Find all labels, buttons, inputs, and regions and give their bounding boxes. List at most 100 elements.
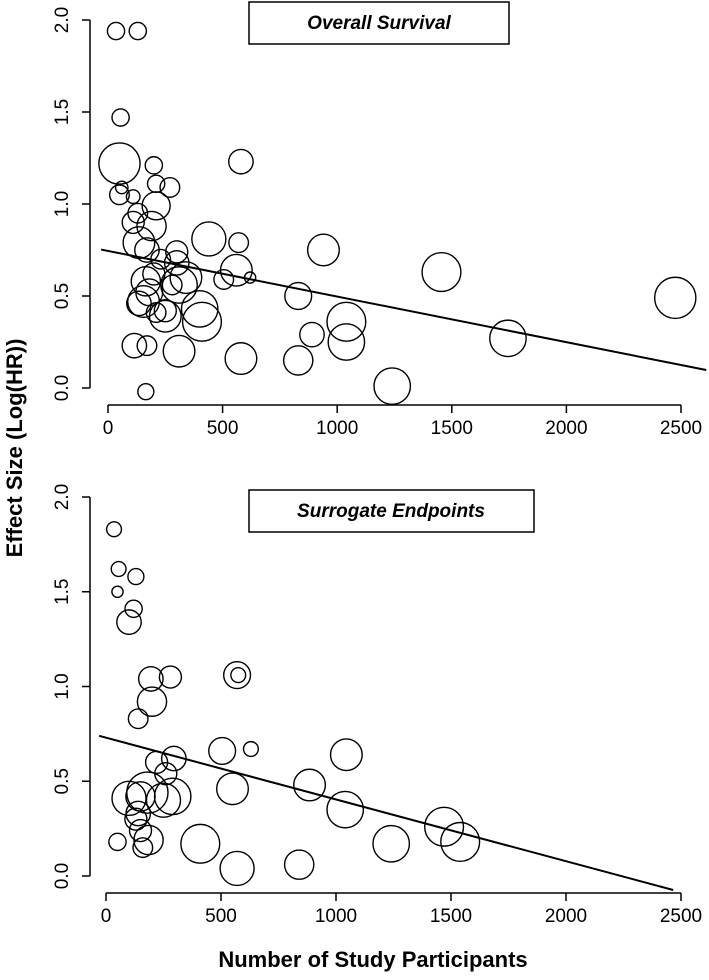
- panel-points: [105, 521, 481, 887]
- data-point: [162, 334, 196, 368]
- data-point: [128, 818, 153, 843]
- data-point: [111, 108, 130, 127]
- overall-survival-panel: 0 500 1000 1500 2000 2500 0.0 0.5 1.0 1.5 2.0 Over…: [52, 1, 707, 439]
- data-point: [306, 233, 340, 267]
- data-point: [121, 332, 148, 359]
- data-point: [293, 768, 327, 802]
- data-point: [208, 736, 237, 766]
- data-point: [148, 299, 182, 333]
- data-point: [181, 301, 223, 342]
- data-point: [283, 849, 315, 880]
- x-axis-title: Number of Study Participants: [218, 947, 527, 972]
- data-point: [284, 281, 313, 311]
- data-point: [326, 790, 365, 829]
- y-tick-label: 1.5: [52, 99, 73, 125]
- data-point: [114, 180, 129, 195]
- y-axis-title: Effect Size (Log(HR)): [2, 339, 27, 558]
- regression-line: [98, 734, 674, 891]
- data-point: [128, 21, 148, 41]
- data-point: [136, 335, 158, 357]
- data-point: [124, 807, 148, 831]
- data-point: [213, 268, 235, 290]
- data-point: [108, 184, 130, 206]
- data-point: [121, 210, 145, 235]
- data-point: [132, 837, 154, 859]
- data-point: [228, 232, 250, 254]
- y-tick-label: 0.5: [52, 768, 73, 794]
- data-point: [329, 738, 363, 772]
- data-point: [141, 191, 171, 221]
- data-point: [372, 824, 411, 863]
- panel-title: Overall Survival: [307, 13, 451, 34]
- x-tick-label: 1500: [430, 906, 472, 927]
- data-point: [146, 174, 166, 194]
- y-tick-label: 0.5: [52, 283, 73, 309]
- data-point: [127, 567, 145, 586]
- regression-line: [100, 248, 707, 372]
- x-tick-label: 2500: [660, 906, 702, 927]
- x-tick-label: 500: [205, 906, 237, 927]
- data-point: [127, 708, 149, 730]
- x-tick-label: 0: [101, 906, 112, 927]
- data-point: [130, 265, 162, 297]
- x-tick-label: 2000: [545, 418, 587, 439]
- data-point: [106, 21, 126, 41]
- data-point: [440, 821, 481, 862]
- data-point: [145, 782, 182, 818]
- data-point: [160, 266, 198, 304]
- data-point: [161, 274, 183, 296]
- data-point: [242, 740, 260, 758]
- x-tick-label: 1500: [431, 418, 473, 439]
- data-point: [215, 772, 249, 806]
- x-tick-label: 2000: [545, 906, 587, 927]
- data-point: [158, 665, 183, 689]
- data-point: [153, 299, 178, 323]
- data-point: [373, 367, 412, 406]
- data-point: [489, 319, 527, 358]
- x-tick-label: 1000: [315, 906, 357, 927]
- data-point: [424, 806, 465, 847]
- y-tick-label: 0.0: [52, 863, 73, 889]
- title-box: [248, 1, 510, 45]
- x-tick-label: 1000: [316, 418, 358, 439]
- y-tick-label: 0.0: [52, 375, 73, 401]
- data-point: [653, 276, 697, 320]
- data-point: [299, 321, 325, 348]
- x-tick-label: 2500: [660, 418, 702, 439]
- data-point: [108, 832, 127, 852]
- data-point: [228, 148, 254, 175]
- data-point: [137, 666, 164, 692]
- y-tick-label: 1.0: [52, 673, 73, 699]
- data-point: [137, 382, 155, 401]
- x-tick-label: 500: [207, 418, 239, 439]
- data-point: [421, 251, 462, 293]
- y-tick-label: 2.0: [52, 7, 73, 33]
- data-point: [110, 560, 127, 578]
- data-point: [125, 189, 141, 205]
- data-point: [124, 599, 143, 619]
- data-point: [105, 521, 123, 538]
- data-point: [191, 221, 227, 257]
- data-point: [230, 667, 247, 684]
- data-point: [136, 686, 168, 717]
- data-point: [159, 176, 181, 198]
- data-point: [133, 824, 164, 856]
- x-tick-label: 0: [103, 418, 114, 439]
- data-point: [144, 156, 164, 175]
- data-point: [219, 850, 255, 887]
- data-point: [282, 345, 314, 376]
- y-tick-label: 1.0: [52, 191, 73, 217]
- panel-title: Surrogate Endpoints: [297, 501, 485, 522]
- data-point: [136, 210, 167, 242]
- data-point: [98, 142, 141, 185]
- panel-axes: 0 500 1000 1500 2000 2500 0.0 0.5 1.0 1.5 2.0: [52, 484, 702, 927]
- data-point: [180, 823, 221, 864]
- panel-points: [98, 21, 697, 406]
- surrogate-endpoints-panel: 0 500 1000 1500 2000 2500 0.0 0.5 1.0 1.5 2.0 Surr…: [52, 484, 702, 927]
- y-tick-label: 2.0: [52, 484, 73, 510]
- data-point: [326, 301, 367, 342]
- data-point: [223, 661, 252, 690]
- title-box: [248, 489, 535, 533]
- data-point: [111, 585, 124, 599]
